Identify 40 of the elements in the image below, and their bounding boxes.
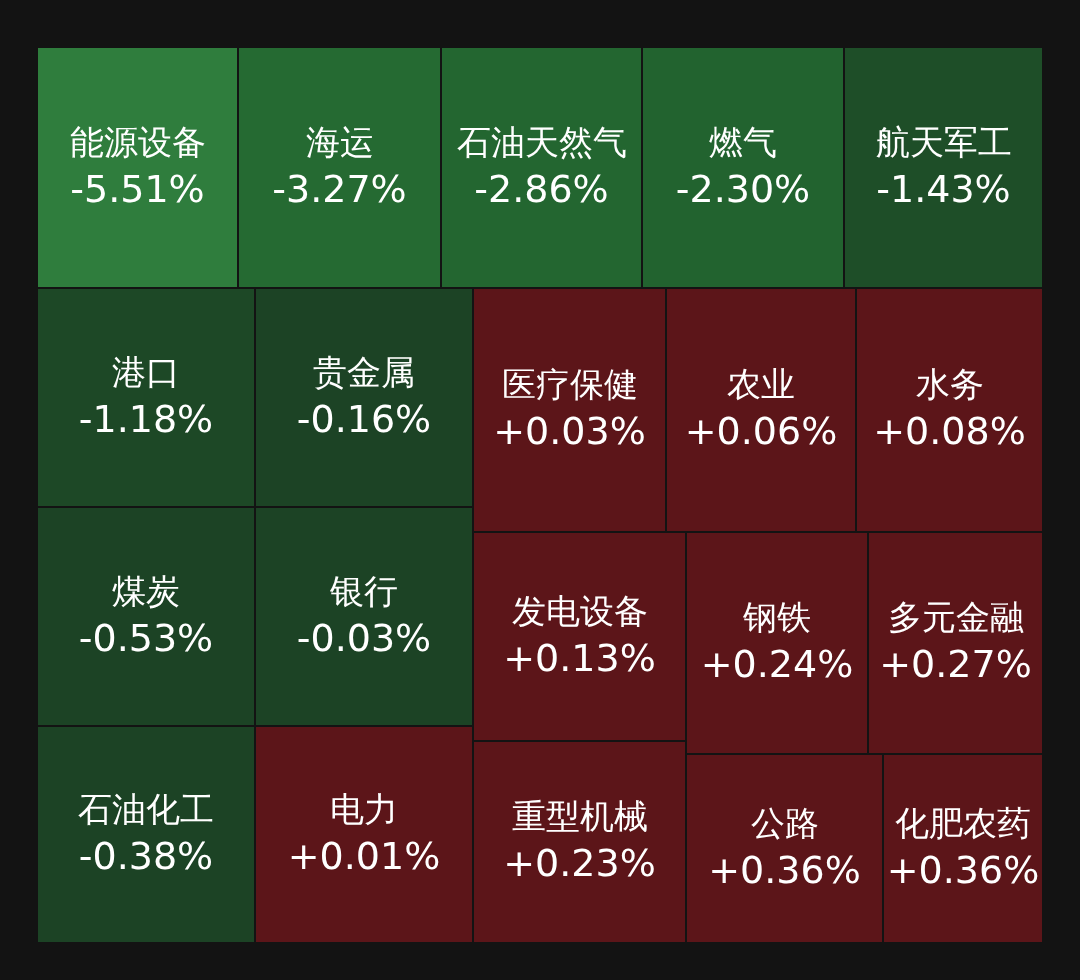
category-label: 多元金融 bbox=[887, 597, 1024, 637]
data-label: -2.86% bbox=[474, 166, 609, 211]
data-label: -0.03% bbox=[296, 615, 432, 660]
data-label: +0.08% bbox=[873, 409, 1026, 453]
category-label: 贵金属 bbox=[313, 351, 415, 392]
category-label: 港口 bbox=[112, 351, 180, 392]
category-label: 石油天然气 bbox=[456, 121, 627, 162]
data-label: +0.03% bbox=[493, 409, 646, 453]
category-label: 公路 bbox=[750, 802, 819, 843]
category-label: 重型机械 bbox=[511, 796, 648, 836]
data-label: -3.27% bbox=[272, 166, 407, 211]
data-label: -1.18% bbox=[78, 396, 214, 441]
category-label: 医疗保健 bbox=[501, 364, 638, 404]
category-label: 海运 bbox=[305, 121, 374, 162]
data-label: -0.38% bbox=[78, 833, 214, 878]
data-label: +0.24% bbox=[700, 642, 854, 686]
data-label: +0.06% bbox=[684, 409, 838, 453]
category-label: 钢铁 bbox=[742, 597, 811, 637]
data-label: -2.30% bbox=[675, 166, 811, 211]
category-label: 能源设备 bbox=[69, 121, 206, 162]
category-label: 航天军工 bbox=[875, 121, 1012, 162]
category-label: 银行 bbox=[329, 570, 398, 611]
category-label: 农业 bbox=[727, 364, 795, 404]
category-label: 化肥农药 bbox=[895, 802, 1031, 843]
data-label: +0.36% bbox=[886, 847, 1040, 892]
data-label: -0.53% bbox=[78, 615, 214, 660]
category-label: 燃气 bbox=[709, 121, 777, 162]
data-label: -1.43% bbox=[876, 166, 1011, 211]
data-label: +0.27% bbox=[879, 642, 1032, 686]
data-label: -0.16% bbox=[296, 396, 432, 441]
data-label: +0.36% bbox=[708, 847, 861, 892]
category-label: 电力 bbox=[330, 788, 398, 829]
data-label: +0.23% bbox=[503, 841, 656, 885]
category-label: 发电设备 bbox=[511, 590, 648, 631]
category-label: 石油化工 bbox=[78, 788, 214, 829]
data-label: +0.01% bbox=[287, 833, 441, 878]
data-label: +0.13% bbox=[503, 635, 656, 680]
data-label: -5.51% bbox=[70, 166, 205, 211]
category-label: 煤炭 bbox=[112, 570, 180, 611]
category-label: 水务 bbox=[915, 364, 984, 404]
